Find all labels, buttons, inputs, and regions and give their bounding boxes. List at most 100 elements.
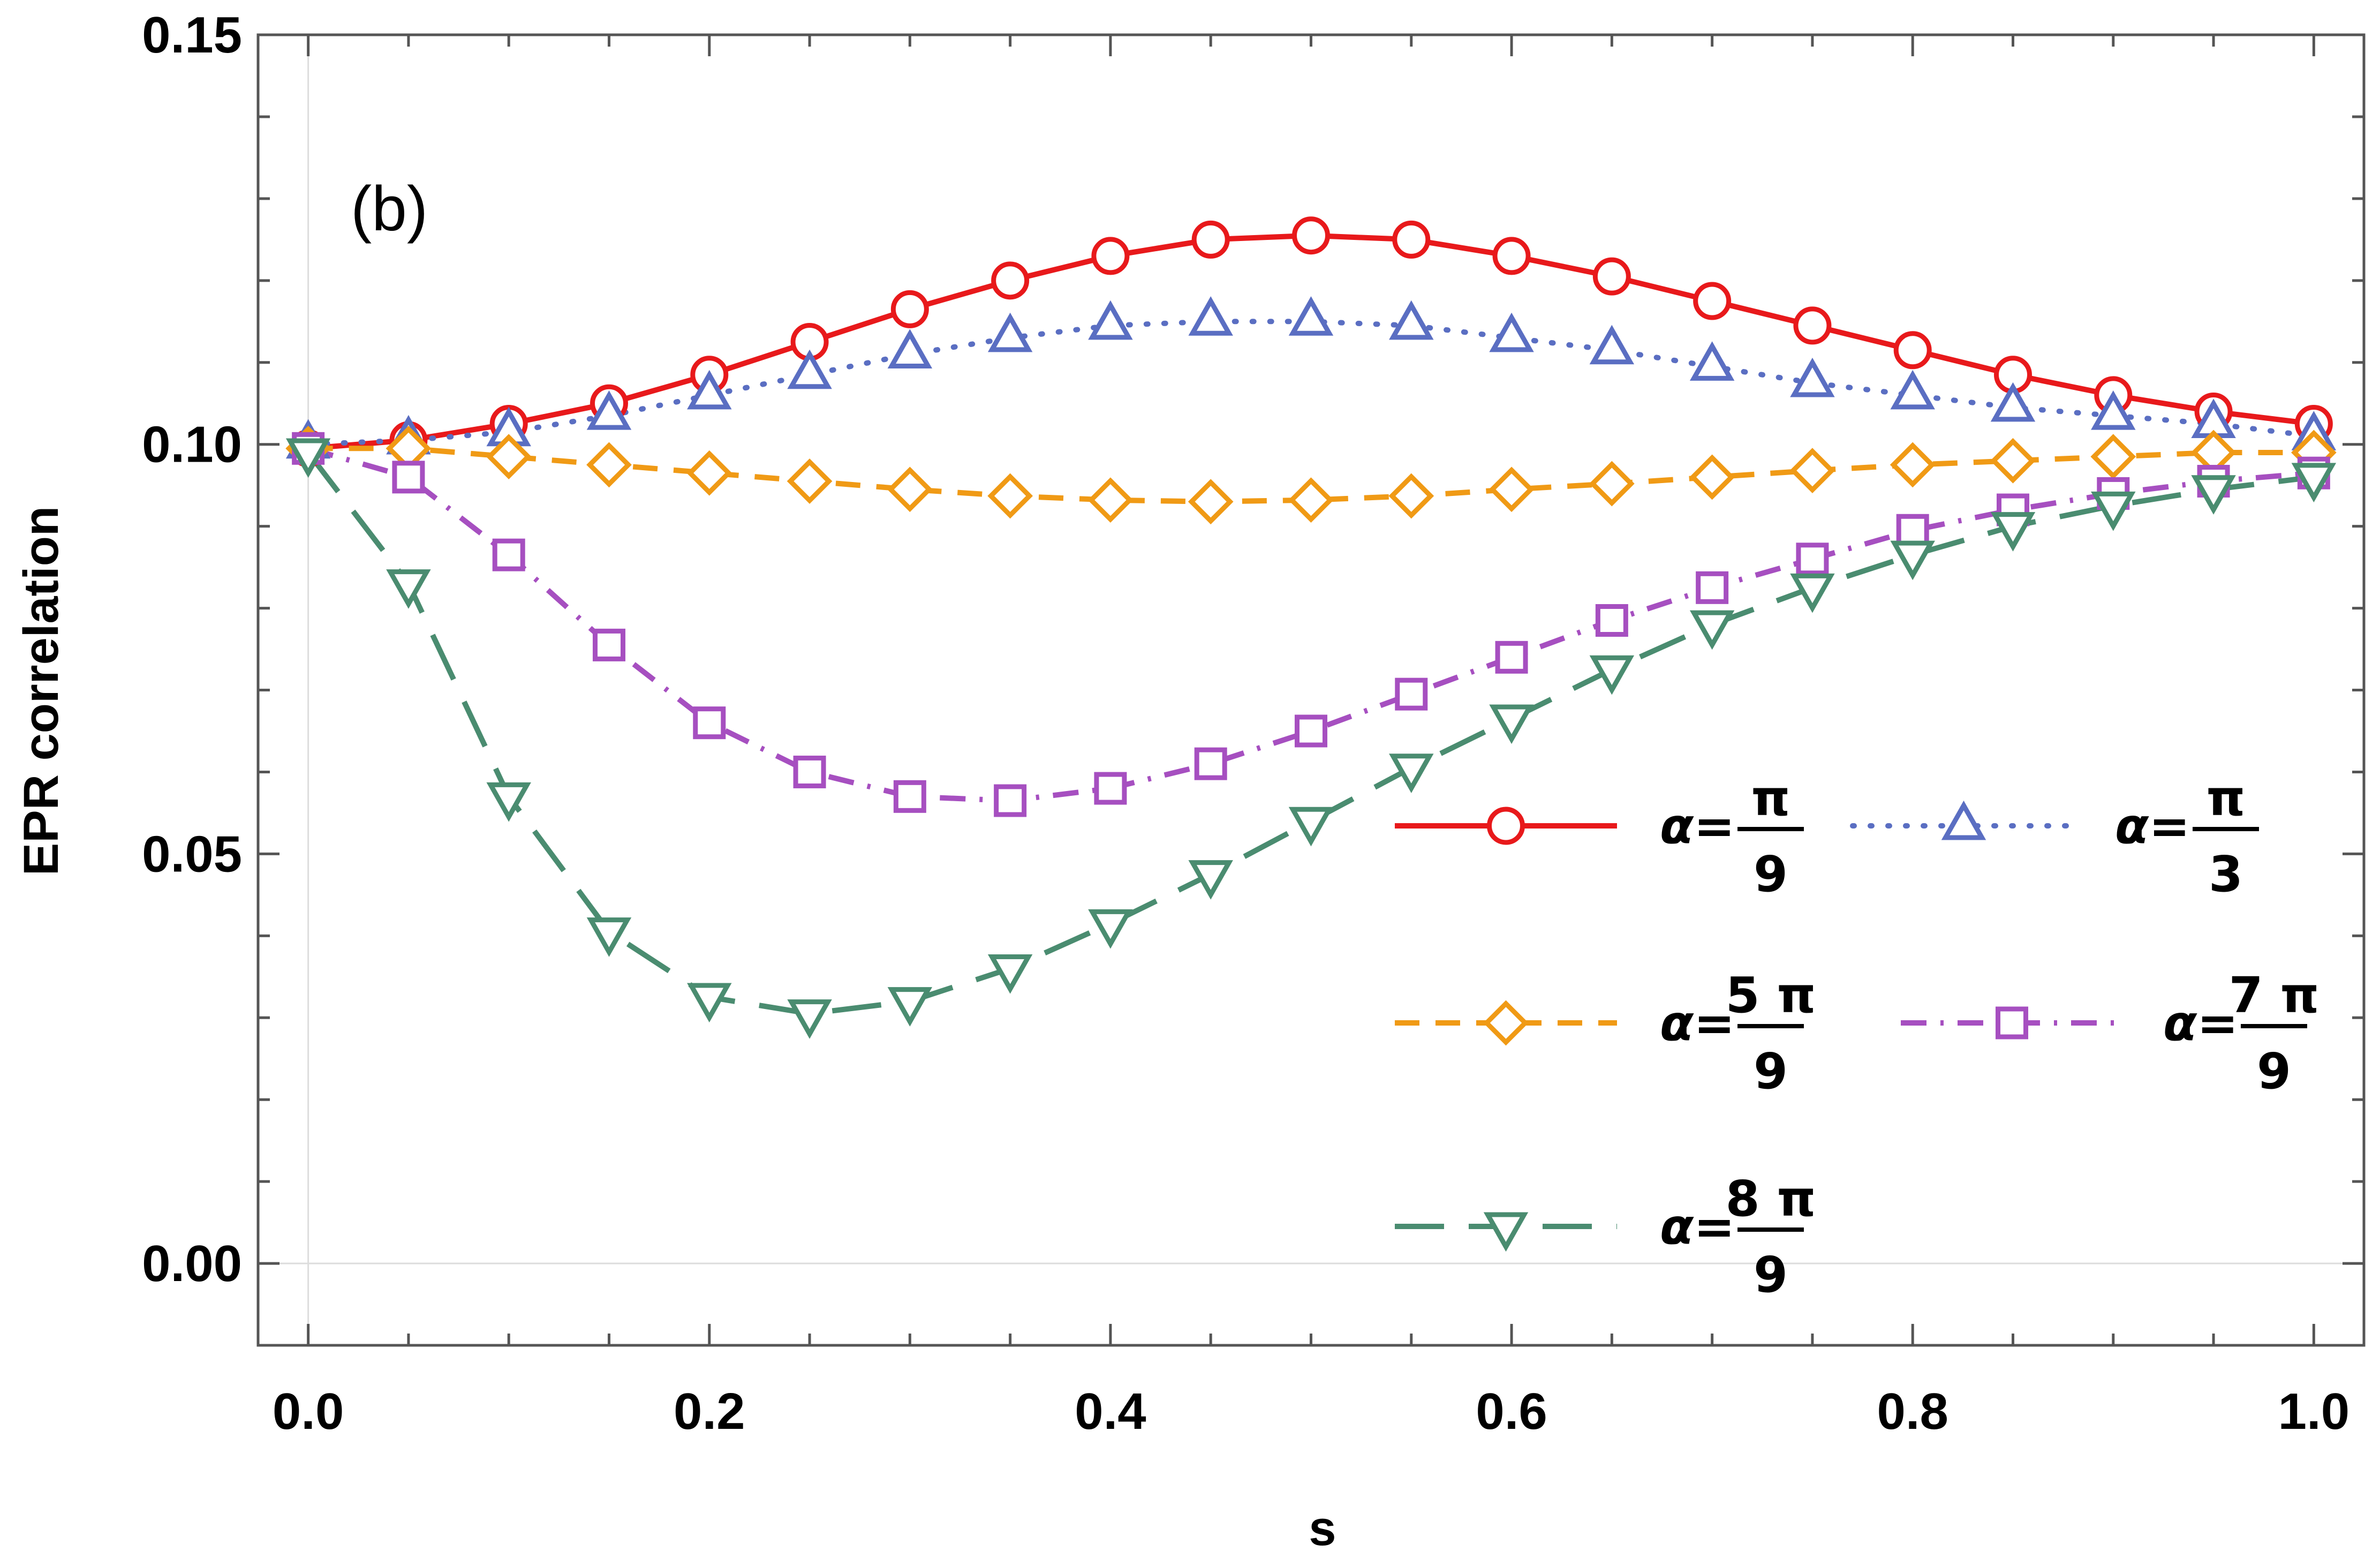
- data-point: [586, 442, 632, 488]
- data-point: [687, 370, 732, 410]
- data-point: [1893, 331, 1932, 370]
- data-point: [987, 954, 1033, 994]
- x-tick-label: 0.2: [674, 1383, 745, 1440]
- x-tick-label: 0.6: [1476, 1383, 1547, 1440]
- data-point: [2091, 390, 2136, 430]
- data-point: [1896, 514, 1929, 547]
- data-point: [1689, 610, 1735, 650]
- data-point: [285, 438, 331, 478]
- data-point: [686, 450, 732, 496]
- x-tick-label: 0.4: [1075, 1383, 1146, 1440]
- data-point: [1890, 540, 1935, 581]
- legend-label-prefix: α=: [1660, 1198, 1735, 1255]
- data-point: [987, 312, 1033, 352]
- legend-numerator: 8 π: [1726, 1170, 1816, 1227]
- data-point: [1389, 300, 1434, 340]
- legend-marker: [1996, 1006, 2028, 1040]
- data-point: [887, 329, 933, 368]
- data-point: [492, 538, 525, 571]
- data-point: [1696, 571, 1729, 604]
- data-point: [1489, 704, 1534, 744]
- series-markers-4: [292, 432, 2330, 817]
- x-axis-title: s: [1309, 1501, 1336, 1556]
- y-tick-label: 0.05: [142, 825, 242, 883]
- data-point: [1091, 237, 1130, 275]
- legend-entry-3: α=5 π 9: [1395, 967, 1816, 1100]
- data-point: [1194, 747, 1227, 780]
- data-point: [890, 290, 929, 328]
- data-point: [1990, 382, 2036, 422]
- legend-label-prefix: α=: [1660, 797, 1735, 855]
- data-point: [593, 628, 625, 661]
- legend-entry-5: α=8 π 9: [1395, 1170, 1816, 1304]
- data-point: [1188, 479, 1234, 525]
- data-point: [1288, 807, 1334, 847]
- data-point: [2090, 434, 2136, 479]
- data-point: [1388, 473, 1434, 519]
- x-tick-labels: 0.0 0.2 0.4 0.6 0.8 1.0: [273, 1383, 2349, 1440]
- legend-label-prefix: α=: [2163, 995, 2238, 1052]
- data-point: [991, 261, 1030, 300]
- legend-denominator: 3: [2209, 846, 2243, 903]
- data-point: [1890, 370, 1935, 410]
- data-point: [1589, 461, 1635, 507]
- data-point: [1595, 604, 1628, 637]
- legend-marker: [1483, 1000, 1529, 1046]
- legend-label-prefix: α=: [2115, 797, 2190, 855]
- data-point: [1392, 220, 1431, 259]
- data-point: [1589, 325, 1635, 365]
- data-point: [787, 458, 833, 504]
- legend-numerator: π: [2207, 770, 2246, 827]
- data-point: [1793, 306, 1832, 345]
- data-point: [1495, 641, 1528, 674]
- legend-marker: [1941, 800, 1986, 840]
- data-point: [1288, 296, 1334, 336]
- series-line-4: [307, 446, 2314, 803]
- series-markers: [285, 216, 2337, 1039]
- data-point: [1592, 257, 1631, 296]
- data-point: [1693, 282, 1732, 320]
- data-point: [1790, 357, 1835, 397]
- data-point: [887, 466, 933, 513]
- data-point: [486, 434, 532, 479]
- data-point: [793, 755, 826, 788]
- data-point: [1188, 860, 1233, 900]
- data-point: [386, 569, 431, 609]
- legend-marker: [1483, 1212, 1529, 1252]
- legend-denominator: 9: [1754, 1246, 1788, 1304]
- legend-numerator: 5 π: [1726, 967, 1816, 1024]
- data-point: [586, 390, 632, 430]
- legend-entry-2: α= π 3: [1850, 770, 2259, 903]
- data-point: [1288, 477, 1334, 523]
- legend-marker: [1487, 807, 1525, 845]
- y-axis-title: EPR correlation: [14, 506, 69, 876]
- data-point: [1789, 448, 1835, 493]
- data-point: [1191, 220, 1230, 259]
- legend-numerator: π: [1751, 770, 1790, 827]
- y-tick-label: 0.10: [142, 416, 242, 473]
- series-line-2: [305, 319, 2317, 447]
- data-point: [1689, 454, 1735, 500]
- data-point: [1087, 477, 1134, 523]
- gridlines: [258, 35, 2364, 1345]
- series-markers-3: [285, 425, 2337, 525]
- data-point: [1492, 237, 1531, 275]
- data-point: [1790, 573, 1835, 613]
- legend-entry-1: α= π 9: [1395, 770, 1804, 903]
- data-point: [1589, 655, 1635, 695]
- data-point: [1796, 543, 1829, 576]
- data-point: [1088, 909, 1133, 949]
- legend-denominator: 9: [1754, 1043, 1788, 1100]
- data-point: [994, 784, 1027, 817]
- data-point: [2291, 463, 2337, 502]
- legend-entry-4: α=7 π 9: [1901, 967, 2319, 1100]
- y-tick-labels: 0.00 0.05 0.10 0.15: [142, 6, 242, 1292]
- data-point: [1292, 216, 1330, 255]
- data-point: [893, 780, 926, 813]
- data-point: [486, 782, 531, 822]
- data-point: [1689, 341, 1735, 381]
- x-tick-label: 1.0: [2278, 1383, 2349, 1440]
- legend: α= π9α= π3α=5 π9α=7 π9α=8 π9: [1395, 770, 2319, 1304]
